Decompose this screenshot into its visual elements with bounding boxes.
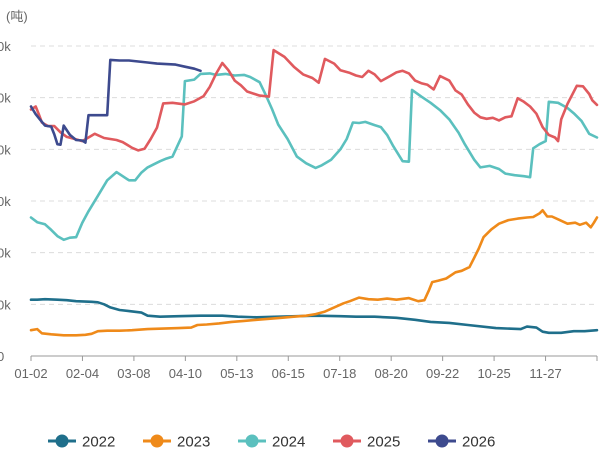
legend-item-2025[interactable]: 2025: [333, 434, 400, 451]
x-tick-label: 08-20: [375, 366, 408, 381]
series-line-2026: [29, 58, 202, 146]
series-line-2025: [29, 48, 599, 152]
grid-lines: [31, 45, 597, 305]
y-tick-label: 0k: [0, 39, 11, 54]
legend-label: 2022: [82, 434, 115, 451]
x-tick-label: 06-15: [272, 366, 305, 381]
legend-swatch-dot: [150, 434, 164, 448]
y-tick-label: 0k: [0, 194, 11, 209]
x-tick-label: 11-27: [529, 366, 561, 381]
series-line-2024: [29, 72, 599, 242]
x-tick-label: 09-22: [426, 366, 459, 381]
legend-label: 2023: [177, 434, 210, 451]
x-tick-label: 03-08: [117, 366, 150, 381]
x-tick-label: 10-25: [477, 366, 510, 381]
y-tick-label: 0: [0, 349, 4, 364]
x-tick-label: 01-02: [14, 366, 47, 381]
x-axis: 01-02 02-04 03-08 04-10 05-13 06-15 07-18 08-20…: [14, 355, 598, 381]
x-tick-label: 02-04: [66, 366, 99, 381]
legend-swatch-dot: [55, 434, 69, 448]
x-tick-label: 07-18: [323, 366, 356, 381]
legend-swatch-dot: [435, 434, 449, 448]
legend-label: 2024: [272, 434, 305, 451]
series-lines: [29, 48, 599, 337]
legend-swatch-dot: [340, 434, 354, 448]
y-tick-label: 0k: [0, 142, 11, 157]
legend-item-2023[interactable]: 2023: [143, 434, 210, 451]
legend-swatch-dot: [245, 434, 259, 448]
legend-label: 2025: [367, 434, 400, 451]
series-line-2022: [29, 297, 599, 335]
legend-item-2026[interactable]: 2026: [428, 434, 495, 451]
y-axis-ticks: 0 0k 0k 0k 0k 0k 0k: [0, 39, 11, 364]
y-tick-label: 0k: [0, 297, 11, 312]
legend-label: 2026: [462, 434, 495, 451]
series-line-2023: [29, 209, 599, 337]
legend-item-2024[interactable]: 2024: [238, 434, 305, 451]
legend[interactable]: 2022 2023 2024 2025 2026: [48, 434, 495, 451]
legend-item-2022[interactable]: 2022: [48, 434, 115, 451]
y-tick-label: 0k: [0, 246, 11, 261]
x-tick-label: 04-10: [169, 366, 202, 381]
y-tick-label: 0k: [0, 91, 11, 106]
x-tick-label: 05-13: [220, 366, 253, 381]
y-axis-unit-label: (吨): [6, 9, 28, 24]
